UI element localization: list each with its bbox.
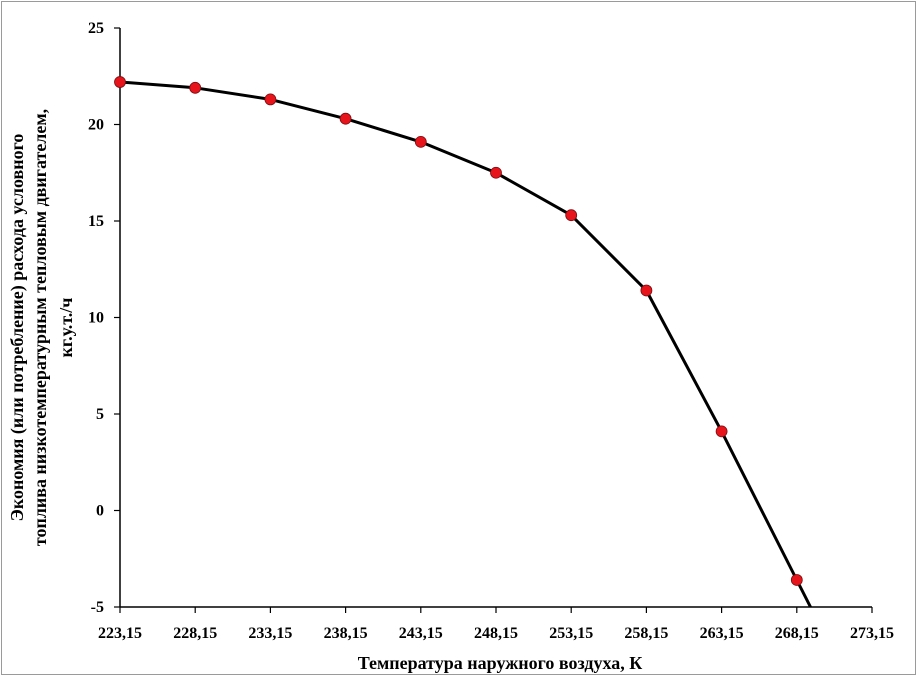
- x-tick-label: 233,15: [248, 625, 292, 642]
- x-tick-label: 223,15: [98, 625, 142, 642]
- data-point: [790, 574, 803, 586]
- series-line: [119, 80, 812, 607]
- x-tick-label: 268,15: [775, 625, 819, 642]
- x-tick-label: 253,15: [549, 625, 593, 642]
- data-point: [490, 166, 502, 179]
- y-tick-label: 10: [88, 310, 104, 327]
- y-tick-label: 5: [96, 406, 104, 423]
- data-point: [715, 425, 728, 438]
- y-tick-label: 25: [88, 20, 104, 37]
- y-axis-ticks: -5 0 5 10 15 20 25: [88, 20, 120, 616]
- y-axis-title: Экономия (или потребление) расхода услов…: [7, 109, 76, 546]
- data-point: [339, 112, 352, 125]
- x-tick-label: 263,15: [700, 625, 744, 642]
- series-layer: [114, 76, 812, 607]
- y-tick-label: -5: [91, 599, 104, 616]
- data-point: [264, 93, 277, 106]
- x-tick-label: 228,15: [173, 625, 217, 642]
- data-point: [414, 135, 427, 148]
- data-point: [640, 284, 653, 297]
- y-axis-title-line: топлива низкотемпературным тепловым двиг…: [30, 109, 50, 546]
- y-axis-title-line: Экономия (или потребление) расхода услов…: [7, 134, 28, 522]
- x-axis-title: Температура наружного воздуха, К: [358, 653, 643, 673]
- y-tick-label: 15: [88, 213, 104, 230]
- x-tick-label: 273,15: [850, 625, 894, 642]
- data-point: [565, 209, 578, 222]
- data-point: [189, 81, 202, 94]
- data-point: [114, 76, 126, 88]
- x-axis-ticks: 223,15 228,15 233,15 238,15 243,15 248,15 253,…: [98, 607, 894, 642]
- y-axis-title-line: кг.у.т./ч: [56, 298, 76, 358]
- y-tick-label: 20: [88, 117, 104, 134]
- x-tick-label: 258,15: [624, 625, 668, 642]
- y-tick-label: 0: [96, 503, 104, 520]
- x-tick-label: 238,15: [324, 625, 368, 642]
- x-tick-label: 248,15: [474, 625, 518, 642]
- x-tick-label: 243,15: [399, 625, 443, 642]
